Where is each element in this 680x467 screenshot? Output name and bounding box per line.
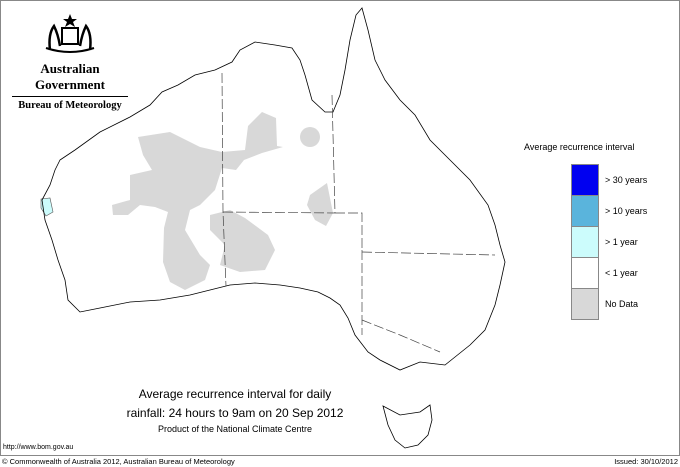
- australia-map: [40, 7, 506, 449]
- border-nt-qld: [331, 94, 336, 214]
- legend-label: > 1 year: [605, 237, 638, 247]
- bom-logo: Australian Government Bureau of Meteorol…: [8, 12, 132, 111]
- coat-of-arms-icon: [45, 14, 95, 53]
- mainland-coastline: [41, 7, 506, 371]
- no-data-area-south: [210, 210, 275, 272]
- no-data-area-qld: [307, 183, 333, 226]
- border-qld-sa: [335, 212, 363, 250]
- logo-divider: [12, 96, 128, 97]
- legend-swatch: [571, 257, 599, 289]
- copyright: © Commonwealth of Australia 2012, Austra…: [2, 457, 235, 466]
- border-qld-nsw: [361, 251, 496, 256]
- legend-swatch: [571, 195, 599, 227]
- product-credit: Product of the National Climate Centre: [157, 424, 313, 434]
- legend-title: Average recurrence interval: [524, 142, 635, 152]
- no-data-area-nt: [300, 127, 320, 147]
- state-borders: [221, 72, 496, 353]
- border-nt-sa: [222, 211, 336, 214]
- legend-swatch: [571, 226, 599, 258]
- bom-url-link[interactable]: http://www.bom.gov.au: [3, 444, 74, 451]
- no-data-area-west: [112, 112, 283, 290]
- legend-label: No Data: [605, 299, 639, 309]
- border-nsw-vic: [361, 319, 441, 353]
- legend-label: < 1 year: [605, 268, 638, 278]
- map-title-line1: Average recurrence interval for daily: [138, 387, 332, 401]
- legend-swatch: [571, 164, 599, 196]
- no-data-areas: [112, 112, 333, 290]
- legend-label: > 10 years: [605, 206, 648, 216]
- government-name: Australian Government: [34, 61, 106, 92]
- issued-date: Issued: 30/10/2012: [614, 457, 678, 466]
- map-title-line2: rainfall: 24 hours to 9am on 20 Sep 2012: [126, 406, 344, 420]
- tasmania-coastline: [382, 404, 433, 449]
- legend-label: > 30 years: [605, 175, 648, 185]
- legend-swatch: [571, 288, 599, 320]
- bureau-name: Bureau of Meteorology: [18, 100, 122, 111]
